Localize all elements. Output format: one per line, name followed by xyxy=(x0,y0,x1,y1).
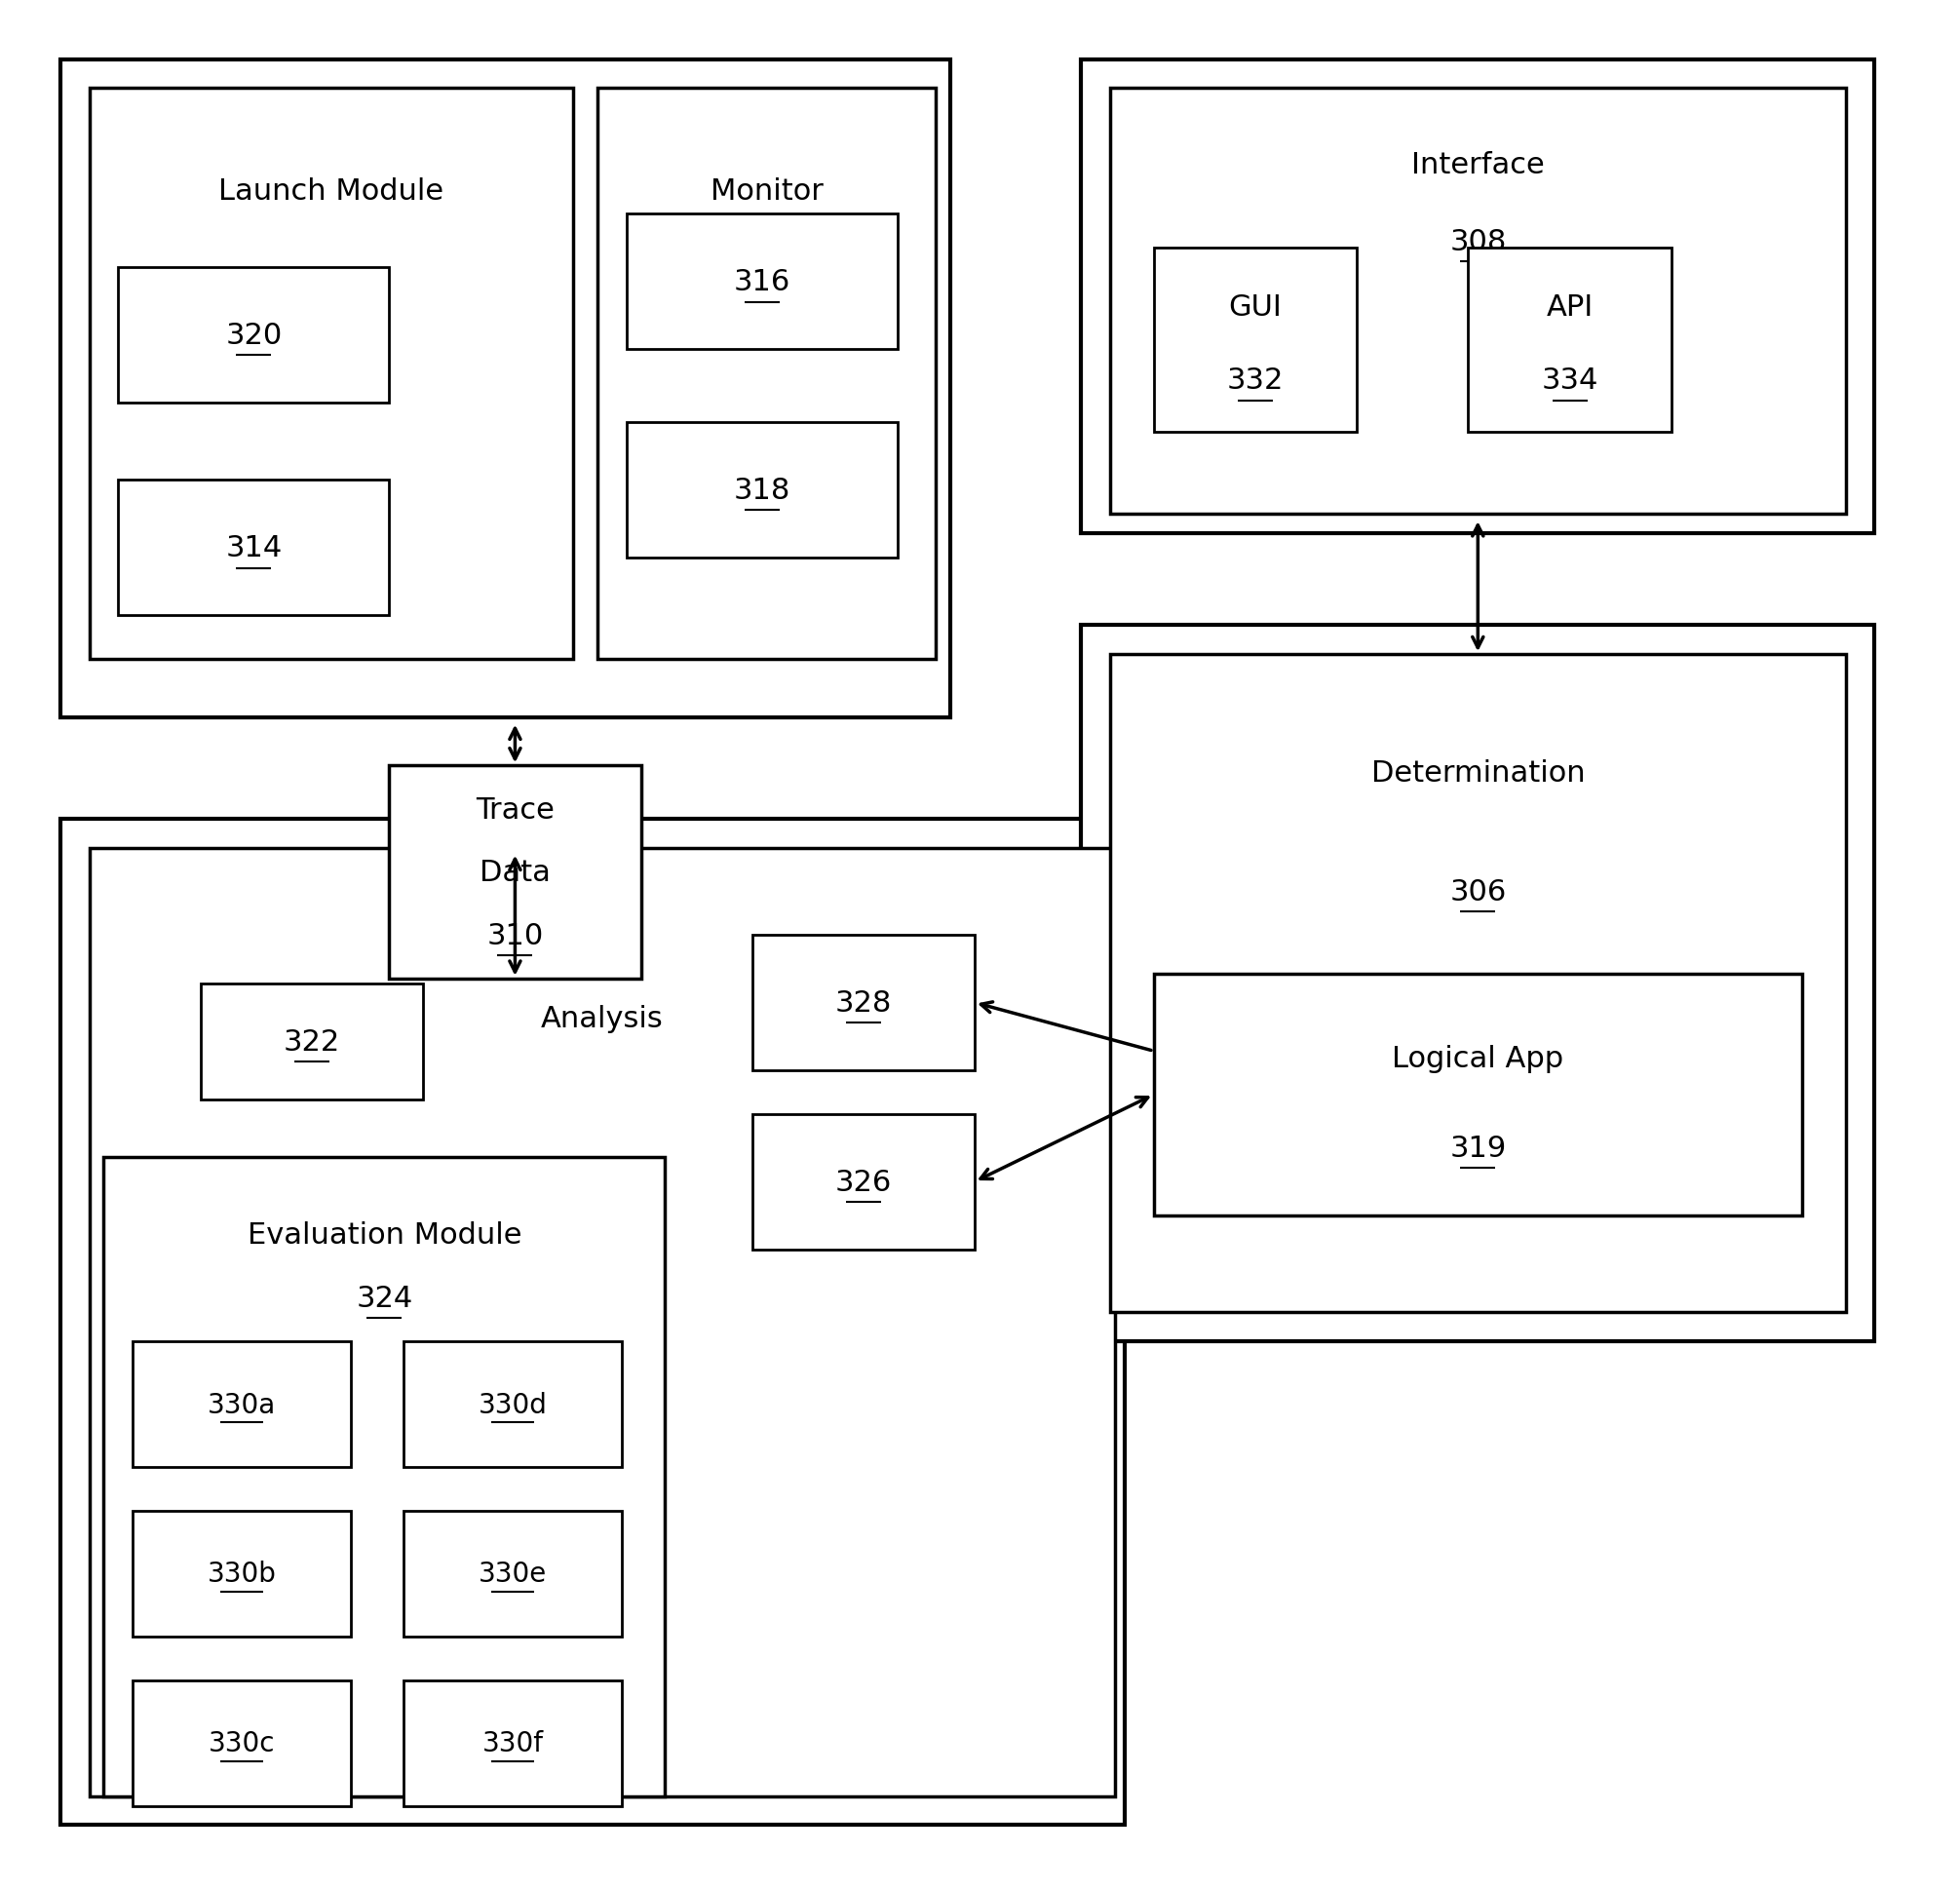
Bar xyxy=(90,89,572,660)
Bar xyxy=(598,89,937,660)
Text: 310: 310 xyxy=(486,920,543,949)
Text: 330e: 330e xyxy=(478,1559,547,1588)
Bar xyxy=(753,1115,974,1249)
Text: 334: 334 xyxy=(1541,367,1597,395)
Bar xyxy=(1468,249,1672,433)
Text: 316: 316 xyxy=(733,268,790,297)
Text: Determination: Determination xyxy=(1370,760,1586,788)
Bar xyxy=(118,268,390,403)
Bar xyxy=(133,1680,351,1805)
Text: Launch Module: Launch Module xyxy=(220,178,443,206)
Bar xyxy=(133,1510,351,1637)
Bar xyxy=(1154,973,1801,1215)
Bar xyxy=(200,983,423,1100)
Text: 328: 328 xyxy=(835,988,892,1017)
Text: 326: 326 xyxy=(835,1168,892,1196)
Bar xyxy=(390,765,641,979)
Bar xyxy=(104,1159,664,1796)
Bar xyxy=(118,480,390,616)
Text: 324: 324 xyxy=(357,1283,414,1312)
Bar xyxy=(627,423,898,558)
Text: 314: 314 xyxy=(225,535,282,563)
Bar xyxy=(404,1342,621,1467)
Text: 308: 308 xyxy=(1448,229,1507,257)
Text: 312: 312 xyxy=(302,280,359,308)
Text: 318: 318 xyxy=(733,476,790,505)
Text: Interface: Interface xyxy=(1411,151,1544,180)
Text: Evaluation Module: Evaluation Module xyxy=(247,1221,521,1249)
Text: GUI: GUI xyxy=(1229,293,1282,321)
Text: Logical App: Logical App xyxy=(1392,1045,1564,1074)
Text: 320: 320 xyxy=(225,321,282,350)
Bar xyxy=(627,215,898,350)
Bar xyxy=(1109,89,1846,514)
Text: Data: Data xyxy=(480,858,551,886)
Text: 302: 302 xyxy=(739,280,796,308)
Bar xyxy=(753,936,974,1072)
Text: Trace: Trace xyxy=(476,796,555,824)
Text: 306: 306 xyxy=(1450,877,1505,905)
Bar xyxy=(1082,626,1874,1342)
Bar xyxy=(61,60,951,718)
Text: 330c: 330c xyxy=(208,1729,274,1756)
Text: 319: 319 xyxy=(1450,1134,1505,1162)
Text: 330b: 330b xyxy=(208,1559,276,1588)
Text: Analysis: Analysis xyxy=(541,1005,662,1034)
Bar xyxy=(404,1510,621,1637)
Bar xyxy=(1109,654,1846,1312)
Bar xyxy=(133,1342,351,1467)
Text: Monitor: Monitor xyxy=(710,178,823,206)
Text: 330a: 330a xyxy=(208,1391,276,1418)
Text: 330d: 330d xyxy=(478,1391,547,1418)
Text: 332: 332 xyxy=(1227,367,1284,395)
Bar xyxy=(90,849,1115,1795)
Text: 322: 322 xyxy=(284,1028,341,1057)
Bar xyxy=(1154,249,1356,433)
Text: 330f: 330f xyxy=(482,1729,543,1756)
Text: 304: 304 xyxy=(574,1176,631,1204)
Bar xyxy=(404,1680,621,1805)
Bar xyxy=(61,818,1125,1826)
Text: API: API xyxy=(1546,293,1593,321)
Bar xyxy=(1082,60,1874,533)
